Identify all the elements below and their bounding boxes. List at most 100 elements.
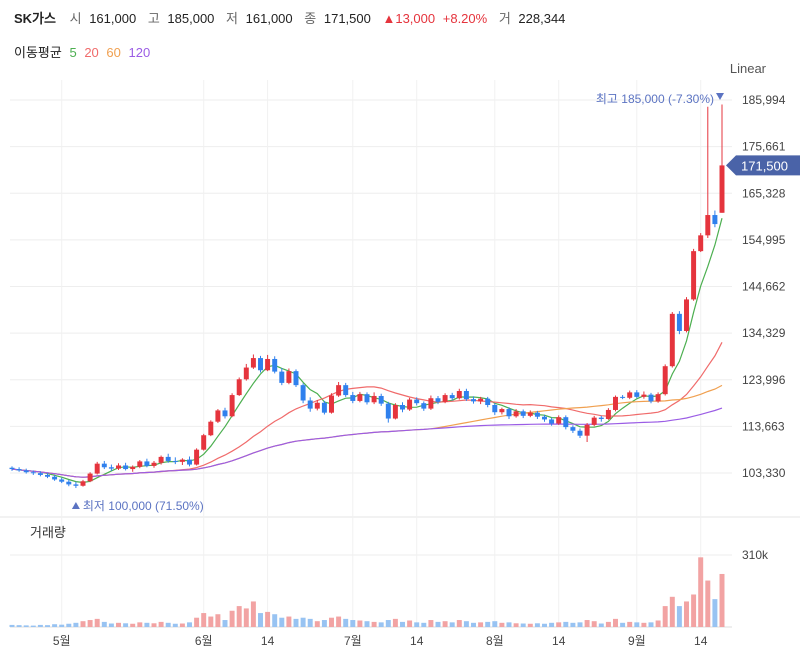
volume-bar bbox=[229, 610, 235, 627]
low-value: 161,000 bbox=[245, 11, 293, 26]
candle-up bbox=[627, 390, 633, 400]
volume-bar bbox=[307, 618, 313, 627]
candle-down bbox=[293, 369, 299, 387]
candle-body bbox=[492, 405, 498, 413]
candle-down bbox=[712, 210, 718, 228]
candle-up bbox=[705, 106, 711, 239]
volume-bar bbox=[627, 621, 633, 627]
time-tick-label: 9월 bbox=[628, 634, 646, 648]
candle-body bbox=[463, 391, 469, 400]
high-label: 고 bbox=[147, 11, 160, 26]
moving-average-legend[interactable]: 이동평균 5 20 60 120 bbox=[14, 42, 154, 61]
candle-up bbox=[456, 388, 462, 400]
candle-body bbox=[236, 379, 242, 396]
candle-body bbox=[350, 395, 356, 401]
volume-bar bbox=[336, 616, 342, 627]
candle-down bbox=[378, 393, 384, 406]
candle-down bbox=[435, 395, 441, 405]
candle-body bbox=[449, 395, 455, 399]
volume-bar bbox=[123, 623, 129, 627]
candle-down bbox=[385, 401, 391, 423]
annotations: 171,500 최고 185,000 (-7.30%) 최저 100,000 (71… bbox=[71, 92, 800, 513]
candle-body bbox=[605, 409, 611, 419]
candle-body bbox=[641, 394, 647, 397]
candle-down bbox=[279, 368, 285, 386]
volume-value: 228,344 bbox=[518, 11, 566, 26]
candle-up bbox=[94, 461, 100, 475]
candle-up bbox=[499, 407, 505, 415]
candle-body bbox=[563, 417, 569, 428]
candle-body bbox=[435, 398, 441, 402]
candle-up bbox=[613, 395, 618, 412]
ma-20-label: 20 bbox=[84, 45, 99, 60]
low-label: 저 bbox=[226, 11, 239, 26]
candle-up bbox=[527, 410, 533, 418]
candle-body bbox=[598, 417, 604, 419]
candle-up bbox=[478, 396, 484, 405]
volume-bar bbox=[364, 621, 370, 627]
candle-body bbox=[59, 479, 65, 482]
candle-up bbox=[655, 392, 661, 403]
candle-body bbox=[222, 410, 228, 417]
candle-up bbox=[201, 433, 207, 451]
time-axis: 5월 6월 14 7월 14 8월 14 9월 14 bbox=[53, 634, 708, 648]
volume-bar bbox=[605, 621, 611, 627]
candle-up bbox=[407, 397, 413, 411]
candle-body bbox=[520, 411, 526, 416]
candle-body bbox=[130, 466, 136, 470]
candle-body bbox=[634, 392, 640, 397]
volume-bar bbox=[329, 617, 334, 627]
candle-body bbox=[534, 412, 540, 417]
volume-bar bbox=[527, 623, 533, 627]
candle-down bbox=[321, 400, 327, 415]
volume-bar bbox=[30, 625, 36, 627]
volume-bar bbox=[463, 621, 469, 627]
volume-bar bbox=[435, 621, 441, 627]
candle-body bbox=[542, 416, 547, 420]
candle-body bbox=[478, 398, 484, 402]
high-price-annotation: 최고 185,000 (-7.30%) bbox=[596, 92, 714, 106]
open-label: 시 bbox=[69, 11, 82, 26]
candle-body bbox=[108, 467, 114, 469]
candle-body bbox=[378, 395, 384, 404]
candle-up bbox=[265, 354, 271, 372]
candle-down bbox=[343, 382, 349, 397]
price-tick-label: 103,330 bbox=[742, 466, 786, 480]
volume-bar bbox=[172, 623, 178, 627]
volume-bar bbox=[456, 620, 462, 627]
volume-bar bbox=[513, 623, 519, 627]
candle-down bbox=[520, 409, 526, 419]
candle-down bbox=[648, 392, 654, 404]
candle-body bbox=[201, 435, 207, 450]
candle-body bbox=[698, 235, 704, 252]
candle-down bbox=[9, 466, 15, 471]
low-price-annotation: 최저 100,000 (71.50%) bbox=[83, 499, 204, 513]
volume-bar bbox=[130, 623, 136, 627]
candle-up bbox=[243, 363, 249, 381]
volume-bar bbox=[158, 621, 164, 627]
candle-body bbox=[293, 371, 299, 386]
candle-body bbox=[116, 465, 121, 469]
candle-body bbox=[684, 299, 689, 331]
candle-body bbox=[570, 427, 576, 431]
candle-down bbox=[165, 453, 171, 463]
candle-down bbox=[534, 410, 540, 419]
candle-body bbox=[669, 313, 675, 367]
candle-down bbox=[144, 458, 150, 468]
candle-up bbox=[336, 381, 342, 397]
candle-body bbox=[229, 395, 235, 417]
close-label: 종 bbox=[304, 11, 317, 26]
candle-body bbox=[194, 449, 200, 465]
volume-bar bbox=[293, 618, 299, 627]
candles bbox=[9, 104, 725, 489]
volume-bar bbox=[108, 623, 114, 627]
scale-toggle[interactable]: Linear bbox=[729, 61, 766, 76]
time-tick-label: 14 bbox=[694, 634, 708, 648]
volume-bar bbox=[378, 622, 384, 627]
volume-bar bbox=[520, 623, 526, 627]
candle-up bbox=[215, 409, 221, 424]
candle-down bbox=[222, 407, 228, 419]
volume-bar bbox=[506, 622, 512, 627]
candle-up bbox=[80, 479, 86, 487]
